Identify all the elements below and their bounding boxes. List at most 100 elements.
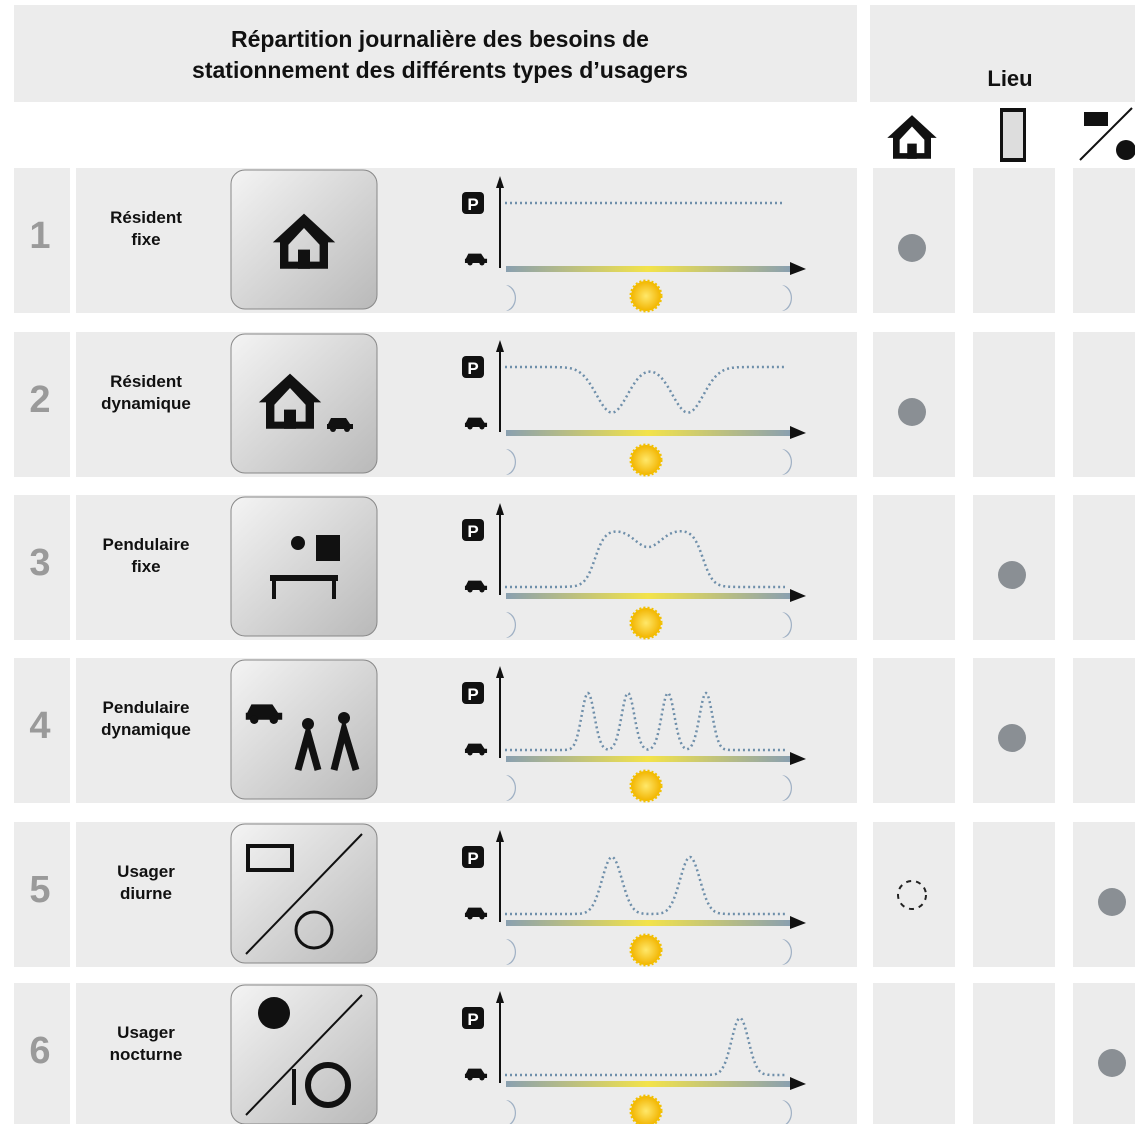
arrow [790,916,806,929]
shop-icon [1079,107,1135,161]
place-cell [1073,332,1135,477]
parking-icon: P [467,685,478,704]
parking-icon [462,356,484,378]
place-dot [998,561,1026,589]
arrow [790,589,806,602]
row-number: 2 [29,379,50,421]
home-icon [887,115,937,159]
icon [292,1069,296,1105]
time-axis [506,920,790,926]
arrow [496,991,504,1003]
place-cell [1073,658,1135,803]
place-cell [973,983,1055,1124]
arrow [496,176,504,188]
sun [629,933,663,967]
row-number: 5 [29,869,50,911]
title-line: stationnement des différents types d’usa… [192,57,688,83]
icon [246,844,294,872]
place-cell [1073,168,1135,313]
icon [305,1062,351,1108]
icon [245,994,363,1116]
parking-icon: P [467,359,478,378]
row-number: 6 [29,1030,50,1072]
parking-icon [462,192,484,214]
demand-curve [505,855,785,916]
row-label: dynamique [101,720,191,739]
row-label: fixe [131,230,160,249]
arrow [496,503,504,515]
number-cell [14,168,70,313]
row-panel [76,658,857,803]
row-number: 3 [29,542,50,584]
sun [629,769,663,803]
sun [629,1094,663,1124]
row-label: Usager [117,862,175,881]
place-cell [873,495,955,640]
row-label: Usager [117,1023,175,1042]
number-cell [14,983,70,1124]
icon [291,536,305,550]
time-axis [506,430,790,436]
time-axis [506,756,790,762]
row-panel [76,983,857,1124]
place-dot [1098,888,1126,916]
place-cell [973,822,1055,967]
icon [294,910,334,950]
place-dot [898,234,926,262]
row-label: diurne [120,884,172,903]
demand-curve [505,365,785,414]
icon [270,575,338,581]
arrow [790,426,806,439]
icon [294,716,360,772]
place-cell [973,168,1055,313]
parking-icon: P [467,522,478,541]
place-cell [873,983,955,1124]
parking-icon: P [467,849,478,868]
arrow [496,340,504,352]
parking-icon: P [467,1010,478,1029]
demand-curve [505,1016,785,1077]
icon [272,581,276,599]
place-dot [998,724,1026,752]
arrow [790,1077,806,1090]
row-panel [76,822,857,967]
place-cell [873,658,955,803]
row-label: Résident [110,208,182,227]
title-box [14,5,857,102]
row-label: Résident [110,372,182,391]
icon-box [230,169,378,310]
row-panel [76,495,857,640]
row-number: 1 [29,215,50,257]
office-icon [1000,108,1026,162]
row-number: 4 [29,705,50,747]
row-label: dynamique [101,394,191,413]
parking-icon [462,682,484,704]
time-axis [506,266,790,272]
parking-icon: P [467,195,478,214]
icon-box [230,496,378,637]
row-label: Pendulaire [103,698,190,717]
number-cell [14,332,70,477]
place-title: Lieu [987,66,1032,91]
place-box [870,5,1135,102]
arrow [496,666,504,678]
time-axis [506,593,790,599]
row-label: Pendulaire [103,535,190,554]
number-cell [14,495,70,640]
arrow [496,830,504,842]
parking-icon [462,846,484,868]
icon-box [230,333,378,474]
place-dot [1098,1049,1126,1077]
icon [332,581,336,599]
sun [629,279,663,313]
row-panel [76,332,857,477]
arrow [790,752,806,765]
number-cell [14,658,70,803]
place-dot [898,398,926,426]
row-panel [76,168,857,313]
place-cell [973,332,1055,477]
icon-box [230,659,378,800]
time-axis [506,1081,790,1087]
sun [629,606,663,640]
